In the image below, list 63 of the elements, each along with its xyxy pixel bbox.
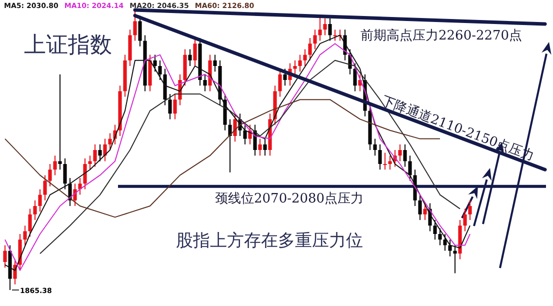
candlestick xyxy=(53,155,57,176)
candlestick xyxy=(13,258,17,285)
candlestick xyxy=(213,54,217,72)
candlestick xyxy=(133,10,137,42)
candlestick xyxy=(448,239,452,257)
candlestick xyxy=(33,200,37,220)
candlestick xyxy=(308,38,312,61)
candlestick xyxy=(78,178,82,196)
candlestick xyxy=(193,38,197,66)
candlestick xyxy=(423,202,427,220)
candlestick xyxy=(303,48,307,66)
candlestick xyxy=(93,144,97,168)
candlestick xyxy=(383,152,387,170)
candlestick xyxy=(433,220,437,240)
candlestick xyxy=(233,113,237,142)
candlestick xyxy=(253,124,257,156)
candlestick xyxy=(103,138,107,162)
candlestick xyxy=(388,155,392,170)
candlestick xyxy=(38,188,42,212)
ref-line-label: 颈线位2070-2080点压力 xyxy=(215,191,364,206)
candlestick xyxy=(403,144,407,168)
candlestick xyxy=(318,15,322,42)
candlestick xyxy=(463,208,467,232)
candlestick xyxy=(263,138,267,156)
candlestick xyxy=(293,60,297,75)
candlestick xyxy=(243,124,247,145)
candlestick xyxy=(63,158,67,190)
candlestick xyxy=(153,54,157,72)
candlestick xyxy=(408,155,412,182)
candlestick xyxy=(98,144,102,162)
candlestick xyxy=(23,225,27,246)
candlestick xyxy=(168,94,172,120)
candlestick xyxy=(398,144,402,162)
candlestick xyxy=(88,155,92,170)
candlestick xyxy=(58,74,62,170)
candlestick xyxy=(173,94,177,120)
candlestick xyxy=(313,29,317,50)
candlestick xyxy=(418,194,422,220)
candlestick xyxy=(378,144,382,170)
candlestick xyxy=(283,68,287,86)
candlestick xyxy=(68,178,72,206)
candlestick xyxy=(228,118,232,173)
annotation: 上证指数 xyxy=(24,33,112,58)
candlestick xyxy=(83,158,87,190)
candlestick xyxy=(298,54,302,72)
candlestick xyxy=(258,138,262,156)
candlestick xyxy=(43,174,47,201)
annotation: 股指上方存在多重压力位 xyxy=(176,231,363,251)
candlestick xyxy=(468,200,472,220)
candlestick xyxy=(203,74,207,92)
candlestick xyxy=(443,234,447,252)
candlestick xyxy=(323,18,327,36)
candlestick xyxy=(158,60,162,80)
series-label: 前期高点压力2260-2270点 xyxy=(360,28,522,44)
candlestick xyxy=(48,164,52,187)
candlestick xyxy=(373,138,377,156)
candlestick xyxy=(353,62,357,92)
candlestick xyxy=(28,208,32,238)
candlestick xyxy=(438,228,442,246)
candlestick xyxy=(3,244,7,268)
candlestick xyxy=(73,183,77,206)
candlestick xyxy=(108,132,112,150)
candlestick xyxy=(188,48,192,66)
